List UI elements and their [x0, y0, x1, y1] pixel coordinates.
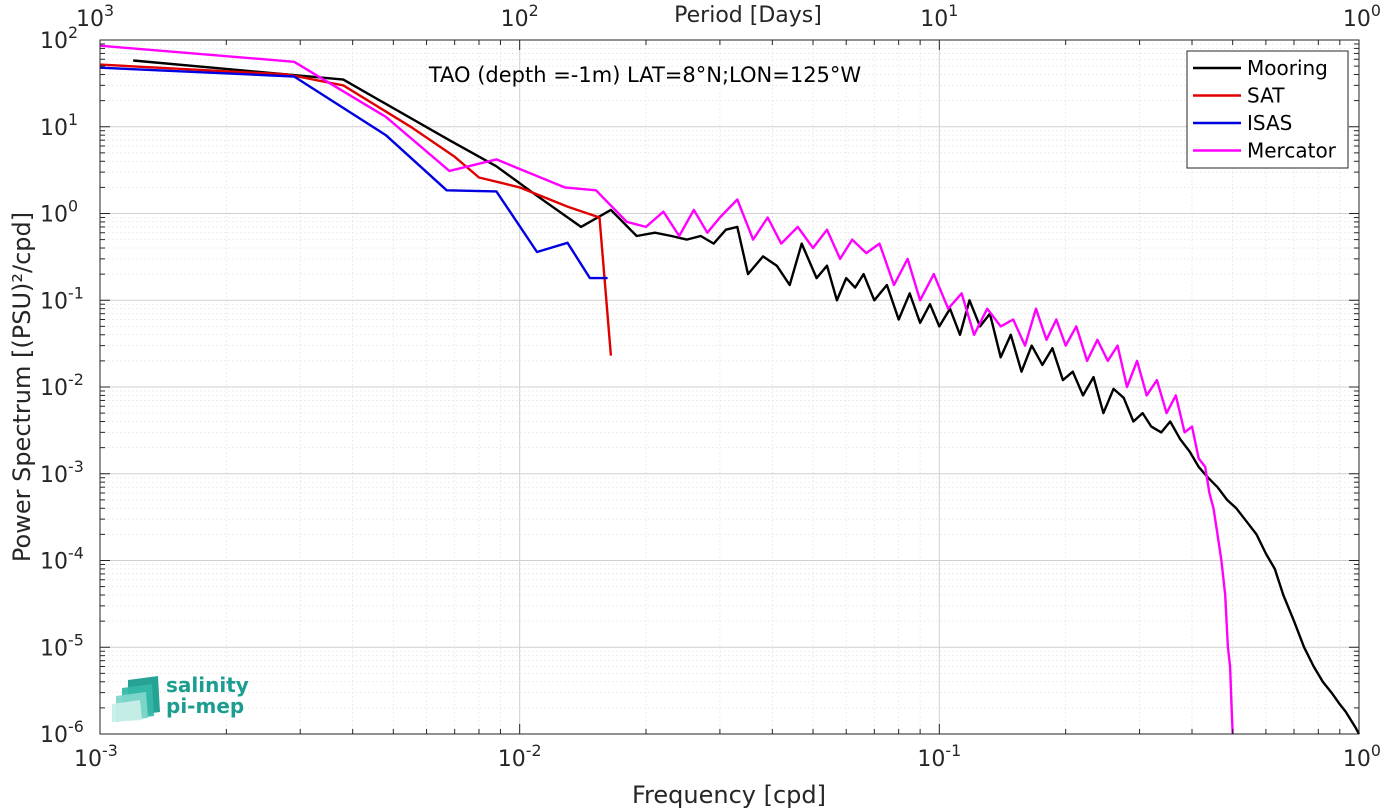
grid-lines — [99, 40, 1359, 735]
legend-label-mercator: Mercator — [1247, 139, 1337, 163]
y-tick-label: 100 — [40, 197, 78, 228]
y-tick-label: 102 — [40, 23, 78, 54]
chart-title: TAO (depth =-1m) LAT=8°N;LON=125°W — [428, 63, 862, 87]
x2-tick-label: 103 — [76, 1, 114, 32]
y-tick-label: 10-6 — [40, 717, 84, 748]
top-axis-title: Period [Days] — [674, 3, 822, 28]
y-axis-title: Power Spectrum [(PSU)²/cpd] — [8, 212, 36, 562]
x-tick-label: 10-2 — [498, 741, 542, 772]
series-line-mooring — [133, 59, 1361, 735]
x2-tick-label: 100 — [1343, 1, 1381, 32]
x-tick-label: 100 — [1343, 741, 1381, 772]
legend-label-mooring: Mooring — [1247, 56, 1328, 80]
legend: Mooring SAT ISAS Mercator — [1186, 50, 1349, 169]
x-tick-label: 10-1 — [917, 741, 961, 772]
x2-tick-label: 101 — [920, 1, 958, 32]
legend-label-sat: SAT — [1247, 84, 1285, 108]
legend-label-isas: ISAS — [1247, 111, 1292, 135]
series-line-mercator — [99, 44, 1234, 735]
salinity-pi-mep-logo: salinity pi-mep — [112, 673, 249, 722]
x2-tick-label: 102 — [501, 1, 539, 32]
y-tick-label: 101 — [40, 110, 78, 141]
y-tick-label: 10-3 — [40, 457, 84, 488]
logo-wave-layer — [112, 700, 142, 722]
y-tick-label: 10-2 — [40, 370, 84, 401]
logo-text-pi-mep: pi-mep — [166, 694, 244, 718]
x-axis-title: Frequency [cpd] — [632, 781, 826, 809]
legend-box — [1186, 50, 1349, 169]
logo-text-salinity: salinity — [166, 673, 249, 697]
x-tick-label: 10-3 — [74, 741, 118, 772]
y-tick-label: 10-1 — [40, 283, 84, 314]
logo-mark — [112, 676, 160, 722]
series-lines — [99, 44, 1361, 735]
y-tick-label: 10-5 — [40, 630, 84, 661]
y-tick-label: 10-4 — [40, 544, 84, 575]
series-line-isas — [99, 66, 608, 280]
